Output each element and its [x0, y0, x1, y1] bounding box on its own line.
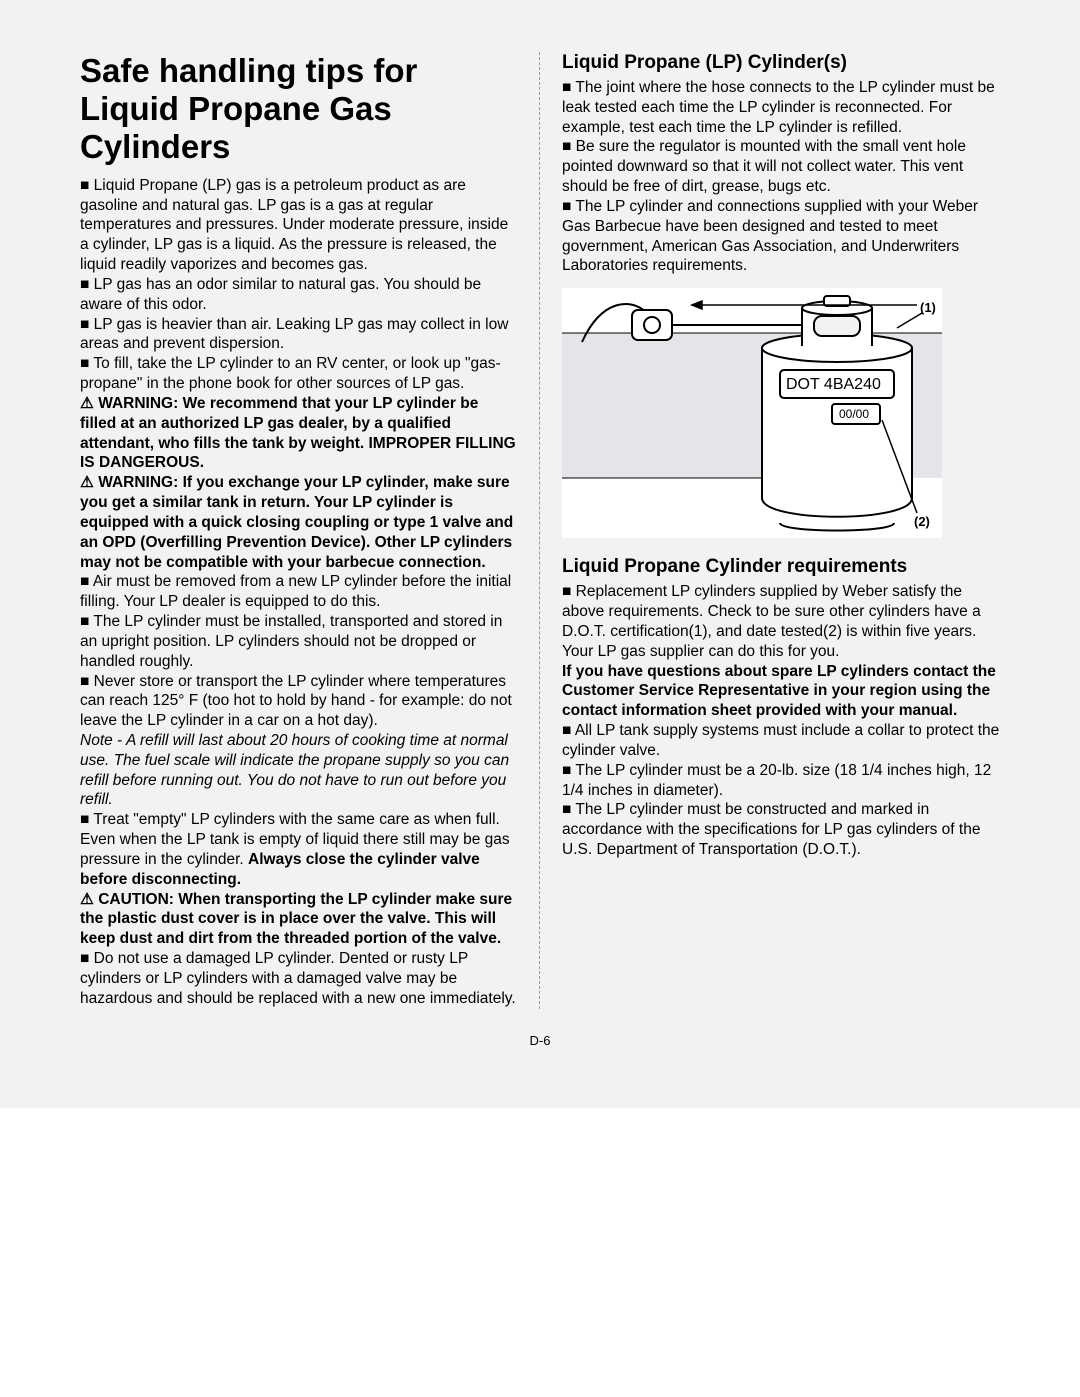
body-text: Never store or transport the LP cylinder… — [80, 672, 517, 731]
body-text: All LP tank supply systems must include … — [562, 721, 1000, 761]
body-text: Replacement LP cylinders supplied by Web… — [562, 582, 1000, 661]
page: Safe handling tips for Liquid Propane Ga… — [0, 0, 1080, 1108]
body-text: The LP cylinder must be constructed and … — [562, 800, 1000, 859]
section-heading: Liquid Propane (LP) Cylinder(s) — [562, 52, 1000, 74]
lp-cylinder-diagram: DOT 4BA240 00/00 (1) (2) — [562, 288, 942, 538]
body-text: Liquid Propane (LP) gas is a petroleum p… — [80, 176, 517, 275]
cylinder-svg: DOT 4BA240 00/00 (1) (2) — [562, 288, 942, 538]
body-text: Be sure the regulator is mounted with th… — [562, 137, 1000, 196]
date-label: 00/00 — [839, 407, 869, 421]
body-text: The joint where the hose connects to the… — [562, 78, 1000, 137]
caution-text: CAUTION: When transporting the LP cylind… — [80, 890, 517, 949]
body-text: LP gas is heavier than air. Leaking LP g… — [80, 315, 517, 355]
bold-contact: If you have questions about spare LP cyl… — [562, 662, 1000, 721]
note-text: Note - A refill will last about 20 hours… — [80, 731, 517, 810]
body-text: The LP cylinder must be installed, trans… — [80, 612, 517, 671]
body-text: The LP cylinder must be a 20-lb. size (1… — [562, 761, 1000, 801]
columns: Safe handling tips for Liquid Propane Ga… — [80, 52, 1000, 1009]
body-text: Treat "empty" LP cylinders with the same… — [80, 810, 517, 889]
callout-1: (1) — [920, 300, 936, 315]
body-text: Air must be removed from a new LP cylind… — [80, 572, 517, 612]
body-text: LP gas has an odor similar to natural ga… — [80, 275, 517, 315]
callout-2: (2) — [914, 514, 930, 529]
left-column: Safe handling tips for Liquid Propane Ga… — [80, 52, 540, 1009]
right-column: Liquid Propane (LP) Cylinder(s) The join… — [540, 52, 1000, 1009]
body-text: The LP cylinder and connections supplied… — [562, 197, 1000, 276]
content: Safe handling tips for Liquid Propane Ga… — [42, 24, 1038, 1068]
warning-text: WARNING: If you exchange your LP cylinde… — [80, 473, 517, 572]
page-number: D-6 — [80, 1033, 1000, 1048]
dot-label: DOT 4BA240 — [786, 376, 881, 393]
body-text: Do not use a damaged LP cylinder. Dented… — [80, 949, 517, 1008]
section-heading: Liquid Propane Cylinder requirements — [562, 556, 1000, 578]
body-text: To fill, take the LP cylinder to an RV c… — [80, 354, 517, 394]
page-title: Safe handling tips for Liquid Propane Ga… — [80, 52, 517, 166]
warning-text: WARNING: We recommend that your LP cylin… — [80, 394, 517, 473]
